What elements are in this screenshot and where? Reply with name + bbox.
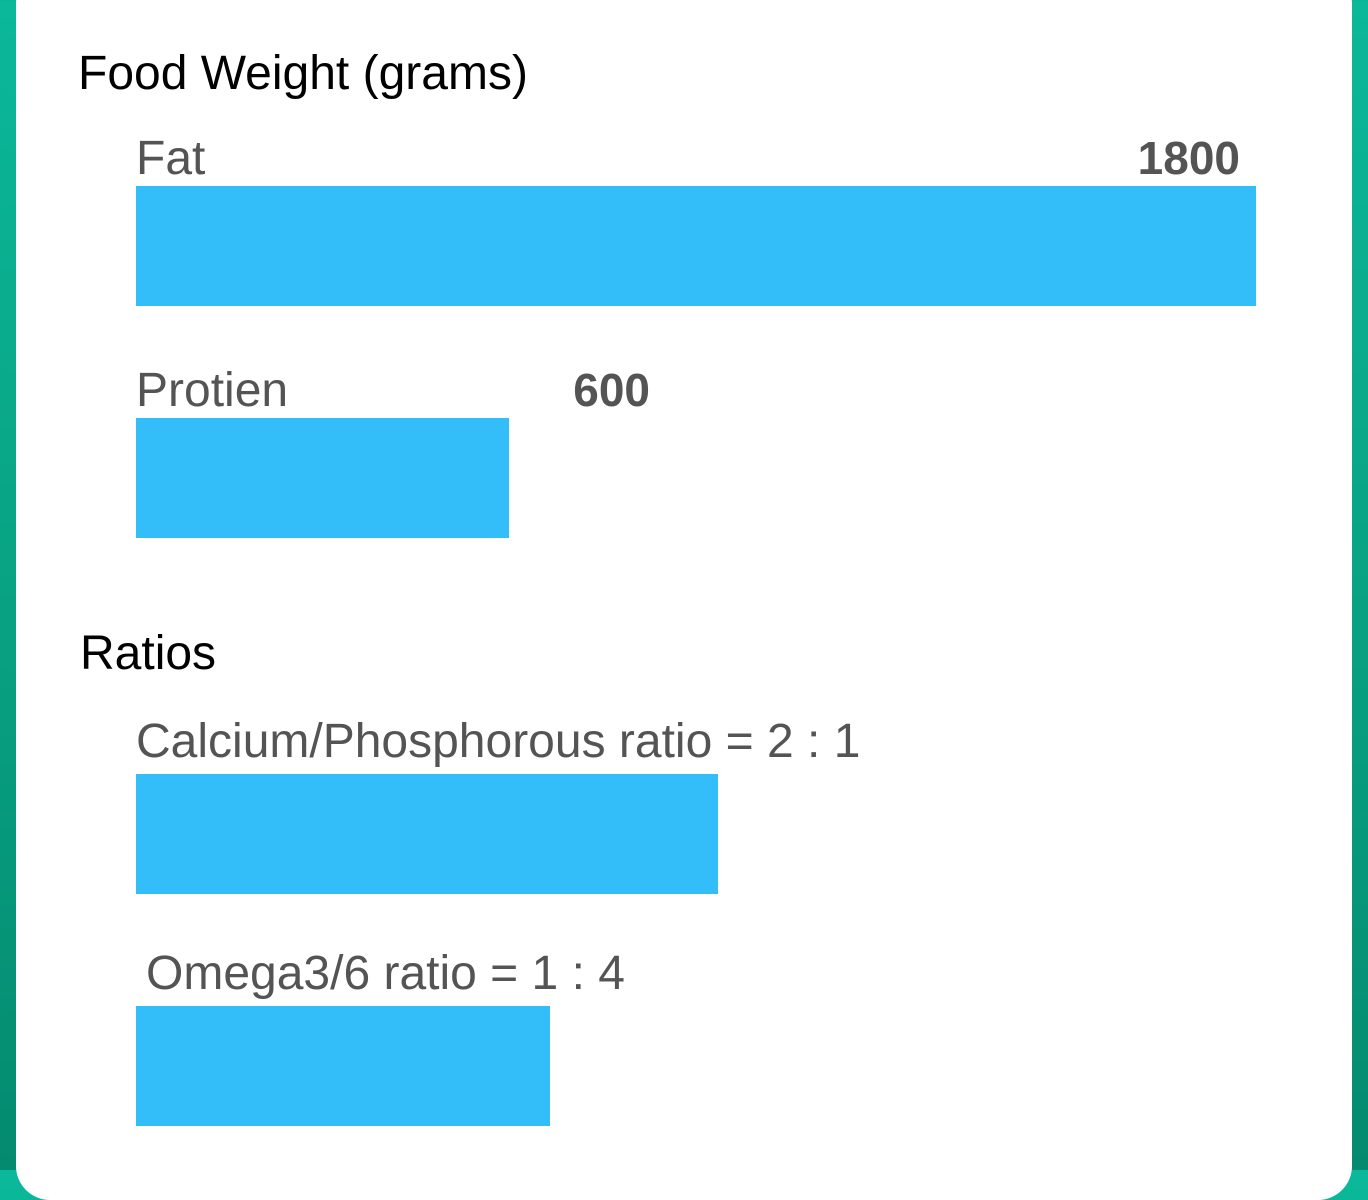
calcium-phosphorous-ratio-bar (136, 774, 718, 894)
omega-ratio-label: Omega3/6 ratio = 1 : 4 (146, 947, 625, 1000)
fat-value: 1800 (1137, 132, 1240, 184)
ratios-title: Ratios (80, 627, 217, 680)
protien-bar (136, 418, 509, 538)
fat-bar (136, 186, 1256, 306)
fat-label: Fat (136, 132, 206, 185)
calcium-phosphorous-ratio-label: Calcium/Phosphorous ratio = 2 : 1 (136, 715, 861, 768)
food-weight-title: Food Weight (grams) (78, 47, 528, 100)
protien-label: Protien (136, 364, 289, 417)
protien-value: 600 (573, 364, 650, 416)
omega-ratio-bar (136, 1006, 550, 1126)
